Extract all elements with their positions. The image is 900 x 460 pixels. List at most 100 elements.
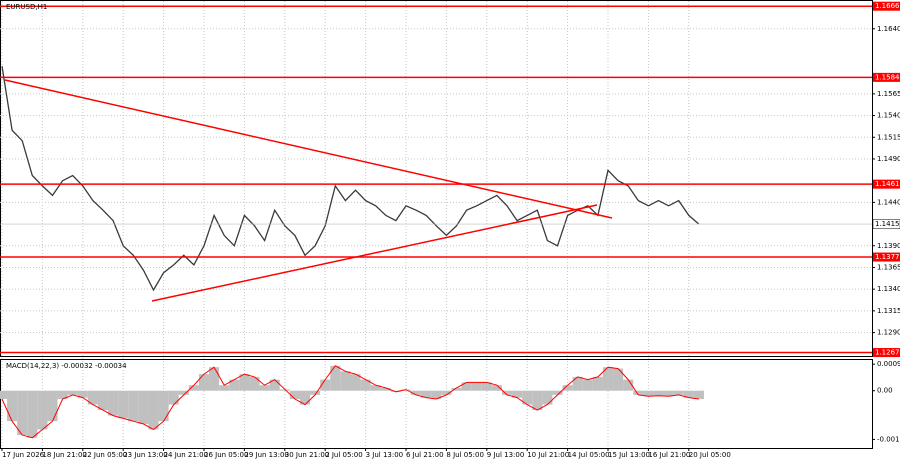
x-tick-label: 3 Jul 13:00 xyxy=(366,451,404,459)
x-tick-label: 22 Jun 05:00 xyxy=(83,451,127,459)
macd-bar xyxy=(643,390,654,397)
macd-bar xyxy=(633,390,644,395)
x-tick-label: 14 Jul 05:00 xyxy=(568,451,610,459)
macd-bar xyxy=(269,379,280,391)
macd-bar xyxy=(693,390,704,400)
macd-bar xyxy=(683,390,694,398)
y-tick-label: -0.00176 xyxy=(877,435,900,443)
macd-bar xyxy=(380,387,391,391)
macd-bar xyxy=(77,390,88,398)
macd-bar xyxy=(27,390,38,438)
y-tick-label: 1.1515 xyxy=(877,133,900,141)
macd-bar xyxy=(350,374,361,391)
macd-bar xyxy=(501,390,513,395)
macd-bar xyxy=(87,390,98,405)
macd-bar xyxy=(97,390,109,411)
macd-bar xyxy=(653,390,664,396)
x-tick-label: 26 Jun 05:00 xyxy=(204,451,248,459)
y-tick-label: 1.1390 xyxy=(877,242,900,250)
x-tick-label: 2 Jul 05:00 xyxy=(325,451,363,459)
y-tick-label: 1.1340 xyxy=(877,285,900,293)
level-label: 1.1461 xyxy=(875,180,900,188)
macd-bar xyxy=(582,379,593,391)
macd-bar xyxy=(239,374,250,391)
macd-bar xyxy=(451,387,462,391)
y-tick-label: 0.00096 xyxy=(877,360,900,368)
macd-bar xyxy=(7,390,18,422)
macd-bar xyxy=(178,390,189,395)
macd-title: MACD(14,22,3) -0.00032 -0.00034 xyxy=(6,362,127,370)
macd-bar xyxy=(209,367,220,391)
macd-bar xyxy=(299,390,311,405)
macd-bar xyxy=(471,382,482,391)
x-tick-label: 30 Jun 21:00 xyxy=(285,451,329,459)
macd-bar xyxy=(219,385,230,391)
level-label: 1.1377 xyxy=(875,253,900,261)
level-label-box xyxy=(873,348,900,358)
macd-bar xyxy=(522,390,533,405)
macd-bar xyxy=(108,390,119,416)
macd-bar xyxy=(552,390,563,395)
y-tick-label: 1.1315 xyxy=(877,307,900,315)
macd-bar xyxy=(673,390,684,395)
macd-bar xyxy=(17,390,28,435)
macd-bar xyxy=(663,390,674,397)
macd-bar xyxy=(481,382,492,391)
x-tick-label: 10 Jul 21:00 xyxy=(527,451,569,459)
macd-bar xyxy=(602,367,614,391)
macd-bar xyxy=(431,390,442,400)
macd-bar xyxy=(421,390,432,398)
macd-bar xyxy=(138,390,149,424)
macd-bar xyxy=(461,382,472,391)
x-tick-label: 20 Jul 05:00 xyxy=(689,451,731,459)
level-label: 1.1666 xyxy=(875,2,900,10)
y-tick-label: 0.00 xyxy=(877,387,893,395)
y-tick-label: 1.1565 xyxy=(877,90,900,98)
macd-bar xyxy=(572,376,583,391)
x-tick-label: 18 Jun 21:00 xyxy=(42,451,86,459)
x-tick-label: 23 Jun 13:00 xyxy=(123,451,167,459)
chart-title: EURUSD,H1 xyxy=(6,3,47,11)
y-tick-label: 1.1490 xyxy=(877,155,900,163)
level-label-box xyxy=(873,179,900,189)
level-label-box xyxy=(873,252,900,262)
macd-bar xyxy=(57,390,68,400)
macd-bar xyxy=(542,390,553,405)
x-tick-label: 29 Jun 13:00 xyxy=(244,451,288,459)
level-label-box xyxy=(873,72,900,82)
macd-outline xyxy=(1,365,699,439)
level-label: 1.1584 xyxy=(875,73,900,81)
level-label: 1.1267 xyxy=(875,349,900,357)
trend-line xyxy=(151,204,598,302)
macd-bar xyxy=(441,390,452,395)
macd-bar xyxy=(340,371,351,391)
macd-bar xyxy=(168,390,179,405)
macd-bar xyxy=(0,390,8,400)
macd-bar xyxy=(310,390,321,395)
macd-bar xyxy=(128,390,139,422)
macd-bar xyxy=(330,365,341,391)
macd-bar xyxy=(279,389,290,391)
y-tick-label: 1.1640 xyxy=(877,25,900,33)
macd-bar xyxy=(289,390,300,400)
y-tick-label: 1.1290 xyxy=(877,329,900,337)
macd-bar xyxy=(198,374,210,391)
macd-bar xyxy=(613,368,624,391)
macd-bar xyxy=(532,390,543,411)
y-tick-label: 1.1365 xyxy=(877,263,900,271)
y-tick-label: 1.1540 xyxy=(877,112,900,120)
x-tick-label: 15 Jul 13:00 xyxy=(608,451,650,459)
plot xyxy=(0,5,872,439)
macd-bar xyxy=(249,376,260,391)
macd-bar xyxy=(491,385,502,391)
macd-bar xyxy=(411,390,422,395)
macd-bar xyxy=(148,390,159,430)
x-tick-label: 8 Jul 05:00 xyxy=(446,451,484,459)
x-tick-label: 17 Jun 2026 xyxy=(2,451,45,459)
level-label-box xyxy=(873,1,900,11)
macd-bar xyxy=(118,390,129,419)
macd-bar xyxy=(158,390,169,422)
